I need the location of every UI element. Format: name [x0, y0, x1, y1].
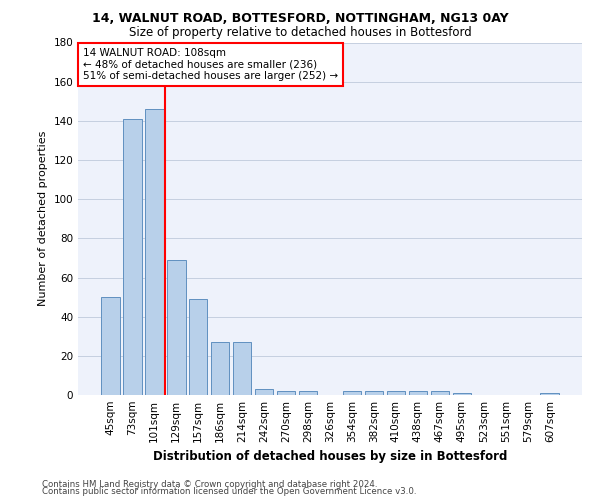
Bar	[123, 119, 142, 395]
Bar	[189, 299, 208, 395]
Bar	[365, 391, 383, 395]
Text: 14 WALNUT ROAD: 108sqm
← 48% of detached houses are smaller (236)
51% of semi-de: 14 WALNUT ROAD: 108sqm ← 48% of detached…	[83, 48, 338, 81]
Bar	[101, 297, 119, 395]
Text: Contains HM Land Registry data © Crown copyright and database right 2024.: Contains HM Land Registry data © Crown c…	[42, 480, 377, 489]
Bar	[343, 391, 361, 395]
Y-axis label: Number of detached properties: Number of detached properties	[38, 131, 48, 306]
Bar	[233, 342, 251, 395]
Text: Size of property relative to detached houses in Bottesford: Size of property relative to detached ho…	[128, 26, 472, 39]
Bar	[386, 391, 405, 395]
Bar	[409, 391, 427, 395]
Bar	[145, 109, 164, 395]
Bar	[541, 393, 559, 395]
Bar	[299, 391, 317, 395]
Text: 14, WALNUT ROAD, BOTTESFORD, NOTTINGHAM, NG13 0AY: 14, WALNUT ROAD, BOTTESFORD, NOTTINGHAM,…	[92, 12, 508, 26]
Text: Contains public sector information licensed under the Open Government Licence v3: Contains public sector information licen…	[42, 487, 416, 496]
Bar	[431, 391, 449, 395]
Bar	[211, 342, 229, 395]
Bar	[167, 260, 185, 395]
X-axis label: Distribution of detached houses by size in Bottesford: Distribution of detached houses by size …	[153, 450, 507, 464]
Bar	[452, 393, 471, 395]
Bar	[255, 389, 274, 395]
Bar	[277, 391, 295, 395]
